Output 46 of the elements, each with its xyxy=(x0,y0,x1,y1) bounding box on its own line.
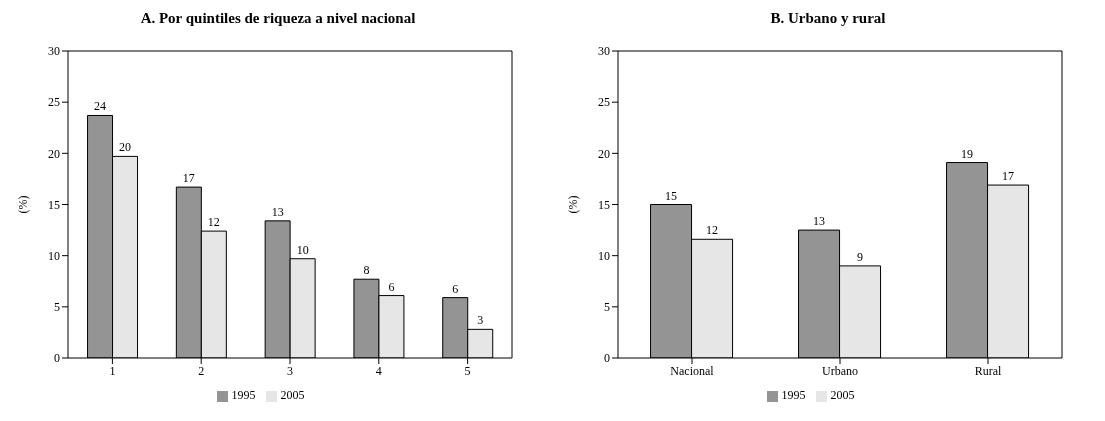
legend-label: 1995 xyxy=(231,388,256,402)
data-label: 12 xyxy=(706,223,719,238)
data-label: 15 xyxy=(665,188,678,203)
data-label: 13 xyxy=(813,214,826,229)
data-label: 19 xyxy=(961,146,974,161)
y-tick-label: 0 xyxy=(604,351,610,366)
x-tick-label: 1 xyxy=(109,363,116,378)
y-tick-label: 25 xyxy=(598,95,610,110)
data-label: 6 xyxy=(452,281,459,296)
data-label: 24 xyxy=(94,99,107,114)
y-tick-label: 15 xyxy=(598,197,610,212)
data-label: 6 xyxy=(388,279,395,294)
y-tick-label: 20 xyxy=(48,146,60,161)
y-tick-label: 25 xyxy=(48,95,60,110)
data-label: 8 xyxy=(363,263,370,278)
y-tick-label: 10 xyxy=(48,248,60,263)
y-tick-label: 30 xyxy=(598,44,610,59)
legend-label: 2005 xyxy=(830,388,855,402)
x-tick-label: 3 xyxy=(287,363,293,378)
y-axis-title: (%) xyxy=(16,195,31,214)
x-tick-label: Rural xyxy=(974,363,1002,378)
chart-title: B. Urbano y rural xyxy=(769,9,887,28)
data-label: 13 xyxy=(271,204,284,219)
data-label: 10 xyxy=(296,242,309,257)
y-tick-label: 30 xyxy=(48,44,60,59)
data-label: 3 xyxy=(477,313,484,328)
y-tick-label: 10 xyxy=(598,248,610,263)
legend-label: 1995 xyxy=(781,388,806,402)
x-tick-label: Urbano xyxy=(822,363,858,378)
y-tick-label: 5 xyxy=(604,300,610,315)
y-tick-label: 15 xyxy=(48,197,60,212)
legend-label: 2005 xyxy=(280,388,305,402)
x-tick-label: 5 xyxy=(464,363,471,378)
chart-title: A. Por quintiles de riqueza a nivel nacional xyxy=(139,9,417,28)
x-tick-label: 2 xyxy=(198,363,205,378)
data-label: 9 xyxy=(857,249,864,264)
y-axis-title: (%) xyxy=(566,195,581,214)
y-tick-label: 5 xyxy=(54,300,60,315)
y-tick-label: 20 xyxy=(598,146,610,161)
x-tick-label: 4 xyxy=(375,363,382,378)
y-tick-label: 0 xyxy=(54,351,60,366)
data-label: 17 xyxy=(1002,169,1015,184)
x-tick-label: Nacional xyxy=(670,363,715,378)
data-label: 20 xyxy=(119,140,132,155)
data-label: 12 xyxy=(207,215,220,230)
data-label: 17 xyxy=(182,171,195,186)
